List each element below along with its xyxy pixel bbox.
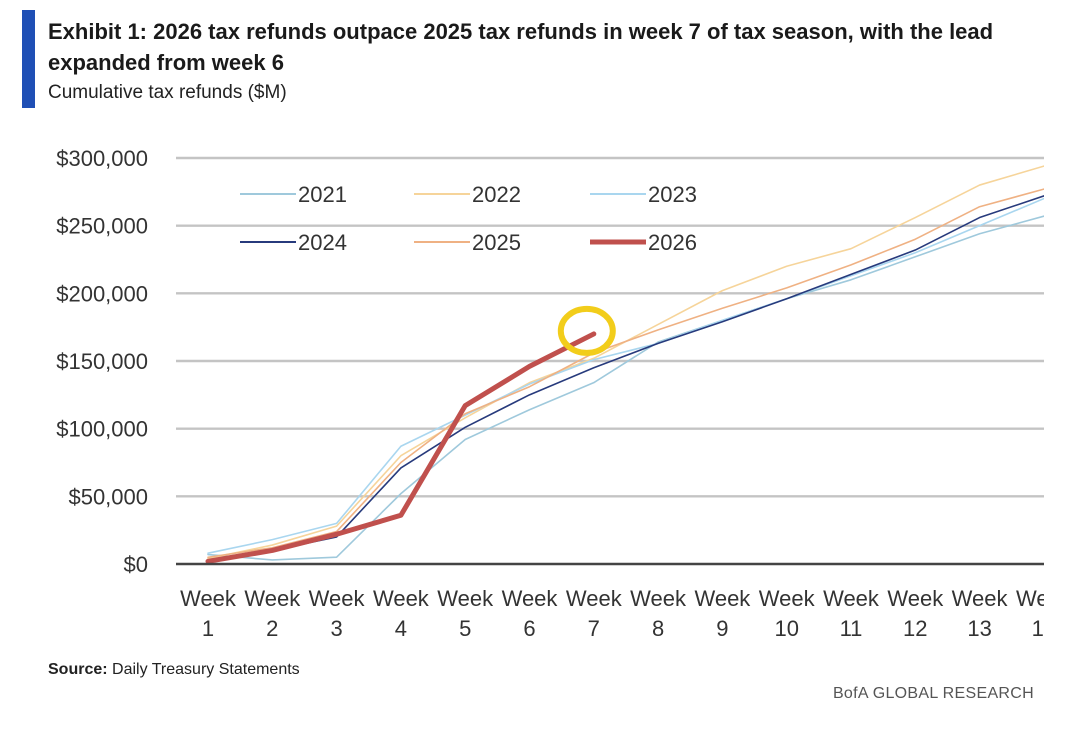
x-tick-week: Week — [373, 586, 430, 611]
chart-title: Exhibit 1: 2026 tax refunds outpace 2025… — [48, 19, 994, 75]
chart-subtitle: Cumulative tax refunds ($M) — [48, 82, 287, 103]
x-tick-label: Week 10 — [759, 586, 816, 641]
brand-label: BofA GLOBAL RESEARCH — [832, 685, 1034, 702]
x-tick-label: Week 2 — [244, 586, 301, 641]
y-tick-label: $150,000 — [56, 349, 148, 374]
x-tick-number: 8 — [652, 616, 664, 641]
y-tick-label: $50,000 — [68, 484, 148, 509]
x-tick-week: Week — [502, 586, 559, 611]
series-line-2021 — [207, 215, 1044, 561]
x-tick-label: Week 12 — [887, 586, 944, 641]
x-tick-label: Week 11 — [823, 586, 880, 641]
series-line-2026 — [205, 331, 597, 564]
x-tick-week: Week — [759, 586, 816, 611]
y-tick-label: $0 — [124, 552, 148, 577]
source-label: Source: — [48, 661, 108, 678]
x-tick-week: Week — [630, 586, 687, 611]
y-tick-label: $200,000 — [56, 281, 148, 306]
x-tick-label: Week 4 — [373, 586, 430, 641]
x-tick-number: 13 — [967, 616, 991, 641]
x-tick-number: 4 — [395, 616, 407, 641]
highlight-circle — [557, 305, 616, 356]
x-tick-label: Week 5 — [437, 586, 494, 641]
line-chart: $0 $50,000 $100,000 $150,000 $200,000 $250,00… — [56, 146, 1073, 641]
x-tick-week: Week — [309, 586, 366, 611]
x-tick-week: Week — [823, 586, 880, 611]
series-line-2023 — [207, 197, 1044, 554]
accent-bar — [22, 10, 35, 108]
y-tick-label: $300,000 — [56, 146, 148, 171]
source-text: Daily Treasury Statements — [112, 661, 300, 678]
x-tick-label: Week 9 — [694, 586, 751, 641]
x-tick-week: Week — [180, 586, 237, 611]
x-tick-label: Week 14 — [1016, 586, 1073, 641]
x-tick-week: Week — [694, 586, 751, 611]
x-tick-number: 1 — [202, 616, 214, 641]
x-tick-number: 12 — [903, 616, 927, 641]
x-tick-label: Week 8 — [630, 586, 687, 641]
x-tick-label: Week 3 — [309, 586, 366, 641]
y-tick-label: $100,000 — [56, 417, 148, 442]
x-tick-label: Week 13 — [952, 586, 1009, 641]
x-tick-number: 9 — [716, 616, 728, 641]
x-tick-week: Week — [887, 586, 944, 611]
series-line-2025 — [207, 188, 1044, 559]
legend-label-2025: 2025 — [472, 230, 521, 255]
x-tick-week: Week — [244, 586, 301, 611]
x-tick-number: 5 — [459, 616, 471, 641]
x-tick-label: Week 1 — [180, 586, 237, 641]
y-tick-label: $250,000 — [56, 214, 148, 239]
x-tick-number: 14 — [1032, 616, 1056, 641]
x-tick-number: 6 — [523, 616, 535, 641]
x-tick-number: 10 — [774, 616, 798, 641]
legend-label-2022: 2022 — [472, 182, 521, 207]
x-tick-number: 7 — [588, 616, 600, 641]
legend-label-2026: 2026 — [648, 230, 697, 255]
source-note: Source: Daily Treasury Statements — [48, 661, 300, 679]
x-tick-number: 11 — [840, 616, 863, 641]
x-tick-number: 3 — [330, 616, 342, 641]
x-tick-week: Week — [1016, 586, 1073, 611]
x-tick-label: Week 7 — [566, 586, 623, 641]
series-line-2024 — [207, 195, 1044, 561]
legend-label-2024: 2024 — [298, 230, 347, 255]
x-tick-week: Week — [437, 586, 494, 611]
x-tick-week: Week — [566, 586, 623, 611]
x-tick-week: Week — [952, 586, 1009, 611]
x-tick-label: Week 6 — [502, 586, 559, 641]
legend-label-2021: 2021 — [298, 182, 347, 207]
x-tick-number: 2 — [266, 616, 278, 641]
legend-label-2023: 2023 — [648, 182, 697, 207]
